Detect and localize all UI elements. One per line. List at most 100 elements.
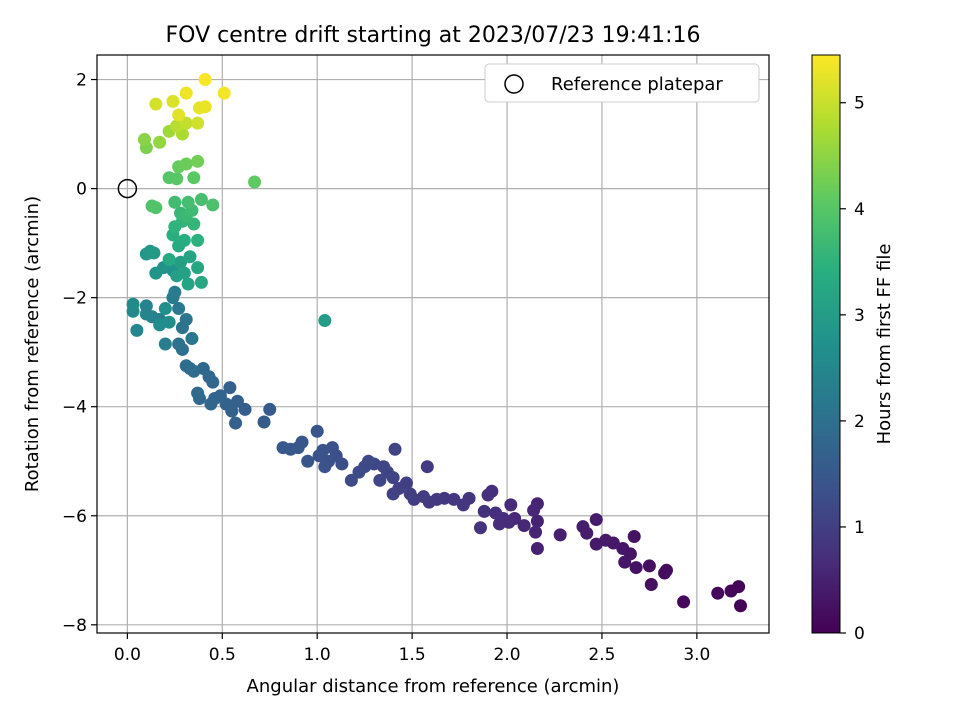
data-point [191,261,205,275]
data-point [172,302,186,316]
colorbar: 0 1 2 3 4 5 Hours from first FF file [811,54,895,644]
data-point [312,449,326,463]
y-tick-label: 0 [76,180,87,200]
data-point [248,175,262,189]
x-tick-label: 1.5 [399,645,426,665]
data-point [158,337,172,351]
y-tick-label: 2 [76,71,87,91]
colorbar-tick-label: 5 [854,94,865,114]
data-point [198,100,212,114]
y-tick-label: −8 [62,616,87,636]
x-axis: 0.0 0.5 1.0 1.5 2.0 2.5 3.0 [114,633,710,665]
colorbar-tick-label: 4 [854,200,865,220]
data-point [658,566,672,580]
data-point [191,233,205,247]
data-point [576,520,590,534]
y-tick-label: −6 [62,507,87,527]
data-point [149,266,163,280]
plot-frame [96,54,770,634]
data-point [168,195,182,209]
data-point [187,217,201,231]
data-point [492,517,506,531]
data-point [229,416,243,430]
legend-box [484,63,760,103]
data-point [185,332,199,346]
data-point [181,195,195,209]
data-point [217,86,231,100]
data-point [149,201,163,215]
data-point [517,519,531,533]
x-axis-label: Angular distance from reference (arcmin) [247,676,620,697]
x-tick-label: 2.0 [494,645,521,665]
data-point [194,193,208,206]
data-point [734,599,748,613]
data-point [530,514,544,528]
data-point [147,246,161,260]
x-tick-label: 3.0 [683,645,710,665]
y-axis: −8 −6 −4 −2 0 2 [62,71,97,636]
data-point [172,108,186,122]
data-point [168,285,182,299]
data-point [318,460,332,474]
data-point [276,441,290,455]
data-point [191,116,205,130]
data-point [644,577,658,591]
data-point [179,116,193,130]
data-point [504,498,518,512]
data-point [477,504,491,518]
data-point [177,266,191,280]
data-point [318,314,332,328]
data-point [181,277,195,291]
data-point [344,473,358,487]
data-point [153,135,167,149]
x-tick-label: 0.5 [209,645,236,665]
data-point [529,525,543,539]
data-point [589,537,603,551]
colorbar-label: Hours from first FF file [874,244,895,445]
data-point [230,394,244,408]
data-point [179,312,193,326]
data-point [481,488,495,502]
data-point [310,424,324,438]
data-point [166,94,180,108]
data-point [352,465,366,479]
legend-label: Reference platepar [551,74,723,95]
data-point [456,498,470,512]
data-point [301,454,315,468]
data-point [238,402,252,416]
data-point [149,97,163,111]
data-point [257,415,271,429]
data-point [263,402,277,416]
reference-marker [117,178,138,199]
data-point [174,255,188,269]
data-point [179,157,193,171]
legend-marker [504,74,524,94]
chart-title: FOV centre drift starting at 2023/07/23 … [166,23,701,48]
data-point [724,584,738,598]
data-point [530,541,544,555]
data-point [223,381,237,395]
data-point [618,555,632,569]
data-point [162,315,176,329]
data-point [179,359,193,373]
data-point [403,487,417,501]
data-point [627,529,641,543]
data-point [616,541,630,555]
data-point [629,561,643,575]
scatter-points [126,73,748,613]
y-tick-label: −4 [62,398,87,418]
colorbar-gradient [811,54,841,634]
data-point [447,492,461,506]
x-tick-label: 0.0 [114,645,141,665]
data-point [126,297,140,311]
data-point [204,397,218,411]
data-point [198,73,212,87]
data-point [473,521,487,535]
y-tick-label: −2 [62,289,87,309]
data-point [187,171,201,185]
data-point [589,513,603,527]
data-point [130,323,144,337]
data-point [489,506,503,520]
legend: Reference platepar [484,63,760,103]
data-point [527,503,541,517]
